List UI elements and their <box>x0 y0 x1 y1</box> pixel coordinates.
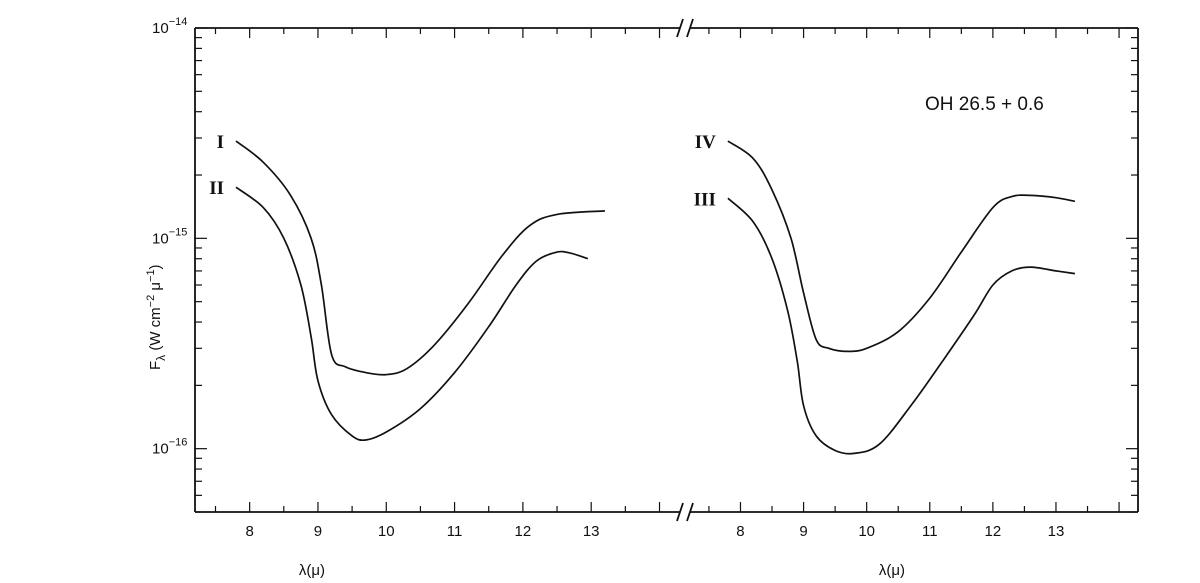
x-tick-labels: 8 9 10 11 12 13 8 9 10 11 12 13 <box>245 523 1064 540</box>
x-axis-label-left: λ(μ) <box>299 562 325 579</box>
x-tick-label: 11 <box>447 523 463 540</box>
x-tick-label: 12 <box>985 523 1002 540</box>
x-tick-label: 9 <box>314 523 322 540</box>
series-curves <box>235 140 1076 455</box>
x-tick-label: 13 <box>583 523 600 540</box>
y-axis-label: Fλ (W cm−2 μ−1) <box>145 264 168 370</box>
y-label-unit-a: (W cm <box>147 307 164 354</box>
x-tick-label: 12 <box>515 523 532 540</box>
series-line-III <box>727 197 1076 455</box>
x-axis-label-right: λ(μ) <box>879 562 905 579</box>
x-tick-label: 8 <box>245 523 253 540</box>
x-tick-label: 11 <box>922 523 938 540</box>
y-tick-labels: 10−14 10−15 10−16 <box>152 16 187 458</box>
y-tick-label: 10−16 <box>152 437 187 458</box>
axis-break-0 <box>676 18 694 38</box>
axis-break-1 <box>676 502 694 522</box>
x-tick-label: 13 <box>1048 523 1065 540</box>
x-tick-label: 9 <box>799 523 807 540</box>
x-tick-label: 10 <box>858 523 875 540</box>
y-label-main: F <box>147 361 164 370</box>
y-label-unit-c: ) <box>147 264 164 269</box>
y-label-exp-b: −1 <box>145 269 157 282</box>
y-tick-label: 10−14 <box>152 16 187 37</box>
series-line-I <box>235 140 605 376</box>
chart-title: OH 26.5 + 0.6 <box>925 94 1044 115</box>
series-label-IV: IV <box>695 132 716 153</box>
series-line-II <box>235 186 589 442</box>
y-tick-label: 10−15 <box>152 226 187 247</box>
series-label-I: I <box>217 132 224 153</box>
series-label-II: II <box>209 178 224 199</box>
x-tick-label: 10 <box>378 523 395 540</box>
plot-frame <box>194 18 1139 522</box>
series-label-III: III <box>694 189 716 210</box>
y-label-unit-b: μ <box>147 282 164 295</box>
y-label-sub: λ <box>154 355 168 361</box>
series-line-IV <box>727 140 1076 353</box>
x-tick-label: 8 <box>736 523 744 540</box>
axis-ticks <box>195 27 1138 513</box>
y-label-exp-a: −2 <box>145 295 157 308</box>
